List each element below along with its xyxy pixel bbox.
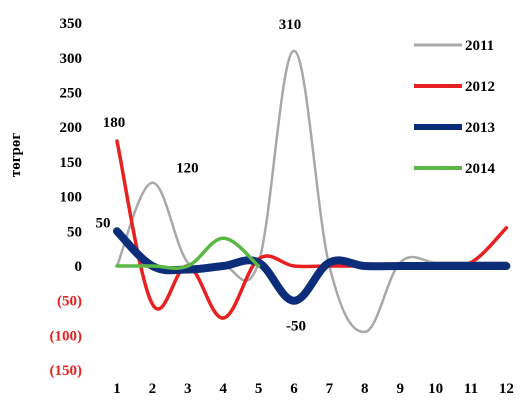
x-tick-label: 9 bbox=[396, 381, 404, 397]
data-labels: 310 120 180 50 -50 bbox=[96, 17, 307, 335]
data-label: 50 bbox=[96, 215, 111, 231]
x-tick-label: 3 bbox=[184, 381, 192, 397]
x-tick-label: 5 bbox=[255, 381, 263, 397]
y-tick-label: 250 bbox=[60, 86, 83, 102]
y-tick-label: 0 bbox=[75, 259, 83, 275]
y-tick-label: 50 bbox=[67, 224, 82, 240]
y-tick-label: 100 bbox=[60, 190, 83, 206]
x-tick-label: 2 bbox=[149, 381, 157, 397]
x-tick-label: 11 bbox=[464, 381, 478, 397]
series-line-2011 bbox=[115, 49, 508, 334]
x-tick-label: 10 bbox=[428, 381, 443, 397]
y-tick-label: 200 bbox=[60, 120, 83, 136]
y-tick-label: (100) bbox=[50, 328, 83, 344]
legend: 2011 2012 2013 2014 bbox=[414, 38, 496, 177]
y-tick-label: (50) bbox=[57, 294, 82, 310]
y-tick-label: 350 bbox=[60, 16, 83, 32]
x-tick-label: 1 bbox=[113, 381, 121, 397]
data-label: 310 bbox=[279, 17, 302, 33]
x-tick-label: 8 bbox=[361, 381, 369, 397]
y-tick-label: 300 bbox=[60, 51, 83, 67]
data-label: 180 bbox=[103, 115, 126, 131]
legend-label: 2014 bbox=[465, 161, 496, 177]
y-tick-label: (150) bbox=[50, 363, 83, 379]
x-tick-label: 7 bbox=[326, 381, 334, 397]
legend-label: 2011 bbox=[465, 38, 494, 54]
y-tick-label: 150 bbox=[60, 155, 83, 171]
legend-label: 2012 bbox=[465, 79, 495, 95]
legend-label: 2013 bbox=[465, 120, 495, 136]
x-tick-label: 4 bbox=[219, 381, 227, 397]
y-axis-ticks: 350 300 250 200 150 100 50 0 (50) (100) (150) bbox=[50, 16, 83, 379]
series-line-2014 bbox=[115, 236, 261, 270]
x-tick-label: 12 bbox=[499, 381, 514, 397]
series-lines bbox=[113, 49, 511, 334]
x-axis-ticks: 1 2 3 4 5 6 7 8 9 10 11 12 bbox=[113, 381, 514, 397]
data-label: -50 bbox=[286, 319, 306, 335]
y-axis-label: төгрөг bbox=[8, 133, 24, 178]
data-label: 120 bbox=[176, 161, 199, 177]
series-line-2013 bbox=[113, 227, 511, 305]
x-tick-label: 6 bbox=[290, 381, 298, 397]
